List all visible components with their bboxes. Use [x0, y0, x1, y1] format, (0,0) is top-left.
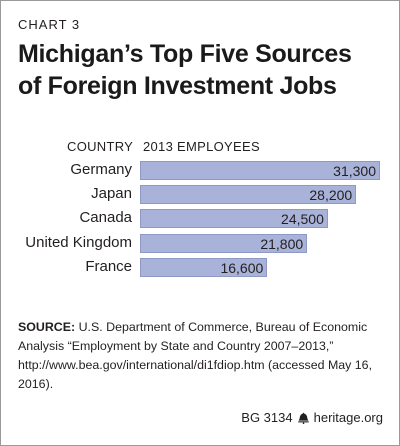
bar-japan [140, 185, 357, 205]
chart-title: Michigan’s Top Five Sources of Foreign I… [18, 38, 388, 102]
country-label: Canada [79, 209, 132, 227]
country-label: Germany [70, 161, 132, 178]
title-line-1: Michigan’s Top Five Sources [18, 40, 352, 68]
site-name: heritage.org [313, 410, 383, 425]
heritage-bell-icon [297, 412, 309, 424]
title-line-2: of Foreign Investment Jobs [18, 72, 337, 100]
bar-france [140, 257, 268, 277]
country-label: France [85, 257, 132, 275]
country-label: United Kingdom [25, 233, 132, 251]
bar-value-label: 31,300 [333, 163, 376, 179]
bar-value-label: 28,200 [309, 187, 353, 204]
column-header-employees: 2013 EMPLOYEES [143, 139, 260, 154]
bar-value-label: 16,600 [220, 259, 264, 276]
footer: BG 3134 heritage.org [241, 410, 383, 425]
country-label: Japan [91, 185, 132, 203]
report-id: BG 3134 [241, 410, 293, 425]
bar-value-label: 21,800 [260, 235, 304, 252]
bar-germany [140, 161, 380, 180]
source-note: SOURCE: U.S. Department of Commerce, Bur… [18, 318, 383, 394]
column-header-country: COUNTRY [67, 139, 134, 154]
bar-value-label: 24,500 [281, 211, 324, 228]
chart-number-label: CHART 3 [18, 17, 81, 32]
bar-united-kingdom [140, 233, 308, 253]
source-label: SOURCE: [18, 320, 76, 334]
source-text: U.S. Department of Commerce, Bureau of E… [18, 320, 373, 391]
bar-canada [140, 209, 328, 229]
